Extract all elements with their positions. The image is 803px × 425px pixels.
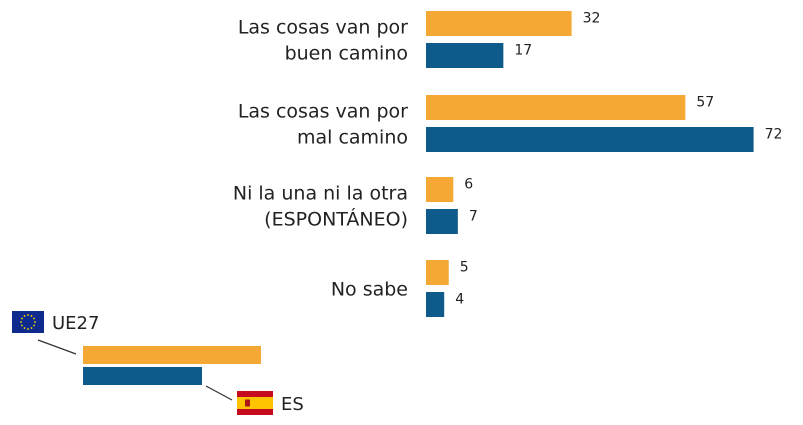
- bar-es-3: [426, 292, 445, 317]
- legend-connector-es: [205, 385, 233, 401]
- category-label-line: Las cosas van por: [238, 101, 408, 123]
- category-label-line: buen camino: [285, 43, 408, 65]
- category-label-3: No sabe: [331, 279, 408, 301]
- legend-label-ue27: UE27: [52, 313, 99, 334]
- value-label-ue27-1: 57: [696, 95, 714, 111]
- eu-star: [27, 328, 29, 330]
- value-label-ue27-2: 6: [464, 177, 473, 193]
- category-label-line: No sabe: [331, 279, 408, 301]
- category-label-line: (ESPONTÁNEO): [264, 208, 408, 231]
- bar-es-0: [426, 43, 504, 68]
- eu-star: [20, 321, 22, 323]
- eu-star: [21, 317, 23, 320]
- legend-connector-ue27: [37, 339, 77, 355]
- value-label-ue27-0: 32: [583, 11, 601, 27]
- legend-bar-ue27: [83, 346, 261, 364]
- value-label-es-3: 4: [455, 292, 464, 308]
- bar-ue27-0: [426, 11, 572, 36]
- bar-es-1: [426, 127, 754, 152]
- value-label-ue27-3: 5: [460, 260, 469, 276]
- bars: [426, 11, 754, 317]
- value-labels: 32 17 57 72 6 7 5 4: [455, 11, 782, 308]
- category-label-0: Las cosas van por buen camino: [238, 17, 408, 65]
- value-label-es-0: 17: [514, 43, 532, 59]
- eu-star: [23, 327, 26, 329]
- spain-flag-icon: [237, 391, 273, 415]
- bar-ue27-3: [426, 260, 449, 285]
- eu-flag-icon: [12, 311, 44, 333]
- category-label-2: Ni la una ni la otra (ESPONTÁNEO): [233, 183, 408, 231]
- eu-star: [33, 317, 35, 320]
- category-label-line: Ni la una ni la otra: [233, 183, 408, 205]
- value-label-es-2: 7: [469, 209, 478, 225]
- category-label-line: Las cosas van por: [238, 17, 408, 39]
- legend-label-es: ES: [281, 394, 304, 415]
- eu-star: [30, 327, 33, 329]
- bar-es-2: [426, 209, 458, 234]
- eu-star: [23, 315, 26, 317]
- legend-bar-es: [83, 367, 202, 385]
- bar-ue27-1: [426, 95, 686, 120]
- bar-ue27-2: [426, 177, 454, 202]
- value-label-es-1: 72: [765, 127, 783, 143]
- eu-star: [21, 324, 23, 327]
- eu-star: [33, 324, 35, 327]
- eu-star: [27, 314, 29, 316]
- category-label-1: Las cosas van por mal camino: [238, 101, 408, 149]
- eu-star: [34, 321, 36, 323]
- eu-star: [30, 315, 33, 317]
- legend: UE27 ES: [12, 311, 304, 415]
- category-label-line: mal camino: [297, 127, 408, 149]
